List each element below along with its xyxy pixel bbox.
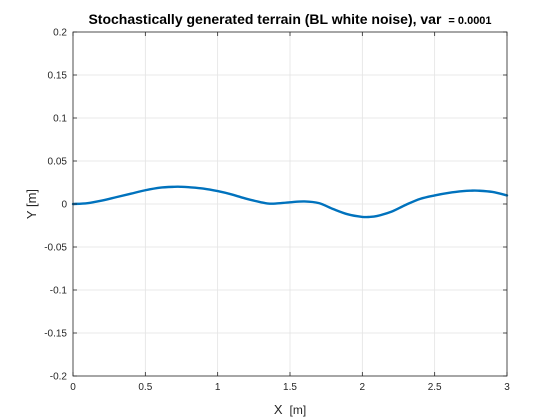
x-tick-label: 0 — [70, 382, 76, 393]
y-tick-label: -0.05 — [44, 243, 67, 254]
chart-title-main: Stochastically generated terrain (BL whi… — [88, 11, 442, 27]
series-group — [71, 185, 509, 219]
chart-title: Stochastically generated terrain (BL whi… — [88, 11, 491, 28]
y-tick-label: -0.2 — [50, 372, 68, 383]
y-axis-label: Y [m] — [24, 189, 39, 219]
x-tick-label: 0.5 — [138, 382, 152, 393]
x-tick-label: 2.5 — [428, 382, 442, 393]
x-tick-label: 1 — [215, 382, 221, 393]
y-tick-label: -0.15 — [44, 329, 67, 340]
x-axis-label-main: X — [274, 402, 283, 417]
y-tick-label: 0.05 — [48, 157, 68, 168]
y-axis-ticks: -0.2 -0.15 -0.1 -0.05 0 0.05 0.1 0.15 0.2 — [44, 28, 507, 383]
y-tick-label: 0.15 — [48, 71, 68, 82]
y-tick-label: 0.2 — [53, 28, 67, 39]
x-axis-label-unit: [m] — [290, 403, 307, 417]
y-tick-label: -0.1 — [50, 286, 68, 297]
x-tick-label: 1.5 — [283, 382, 297, 393]
series-line-0 — [71, 185, 509, 219]
x-axis-label: X [m] — [274, 401, 306, 418]
x-axis-ticks: 0 0.5 1 1.5 2 2.5 3 — [70, 32, 510, 393]
x-tick-label: 2 — [360, 382, 366, 393]
chart-title-suffix: = 0.0001 — [448, 15, 491, 27]
y-tick-label: 0 — [61, 200, 67, 211]
x-tick-label: 3 — [504, 382, 510, 393]
y-tick-label: 0.1 — [53, 114, 67, 125]
